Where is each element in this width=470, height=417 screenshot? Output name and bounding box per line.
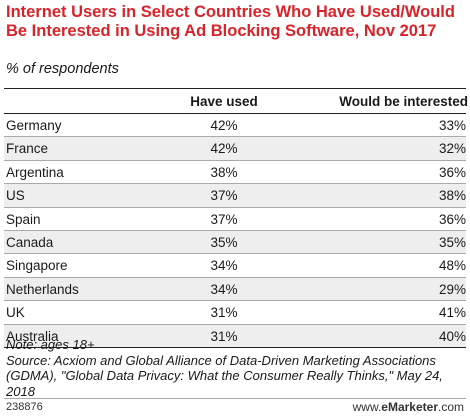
have-used-cell: 31% <box>210 328 238 344</box>
footer-divider <box>4 398 466 399</box>
would-be-interested-cell: 40% <box>438 328 466 344</box>
would-be-interested-cell: 36% <box>438 164 466 180</box>
table-row: Germany 42% 33% <box>4 114 466 138</box>
footnote: Note: ages 18+ Source: Acxiom and Global… <box>6 337 466 399</box>
brand-logo: www.eMarketer.com <box>353 400 464 414</box>
data-table: Have used Would be interested Germany 42%… <box>4 88 468 348</box>
brand-name: eMarketer <box>381 400 438 414</box>
country-cell: Canada <box>6 234 54 250</box>
table-row: Spain 37% 36% <box>4 208 466 231</box>
brand-suffix: .com <box>437 400 464 414</box>
country-cell: Australia <box>6 328 59 344</box>
have-used-cell: 42% <box>210 118 238 133</box>
would-be-interested-cell: 41% <box>438 305 466 321</box>
country-cell: Argentina <box>6 164 64 180</box>
country-cell: UK <box>6 305 25 321</box>
have-used-cell: 35% <box>210 234 238 250</box>
table-row: Argentina 38% 36% <box>4 161 466 185</box>
chart-subtitle: % of respondents <box>6 61 119 77</box>
have-used-cell: 34% <box>210 281 238 297</box>
table-row: Singapore 34% 48% <box>4 254 466 278</box>
have-used-cell: 31% <box>210 305 238 321</box>
table-body: Germany 42% 33% France 42% 32% Argentina 38% 36%… <box>4 114 466 348</box>
would-be-interested-cell: 33% <box>438 118 466 133</box>
table-header: Have used Would be interested <box>4 89 468 114</box>
have-used-cell: 34% <box>210 258 238 274</box>
would-be-interested-cell: 35% <box>438 234 466 250</box>
country-cell: Netherlands <box>6 281 79 297</box>
chart-id: 238876 <box>6 401 43 413</box>
country-cell: France <box>6 141 49 157</box>
would-be-interested-cell: 29% <box>438 281 466 297</box>
table-row: Netherlands 34% 29% <box>4 277 466 302</box>
have-used-cell: 42% <box>210 141 238 157</box>
have-used-cell: 37% <box>210 211 238 227</box>
source-text: Source: Acxiom and Global Alliance of Da… <box>6 352 443 399</box>
have-used-cell: 38% <box>210 164 238 180</box>
have-used-cell: 37% <box>210 188 238 204</box>
country-cell: Singapore <box>6 258 68 274</box>
column-header-would-be-interested: Would be interested <box>339 94 468 109</box>
would-be-interested-cell: 38% <box>438 188 466 204</box>
chart-title: Internet Users in Select Countries Who H… <box>6 3 455 40</box>
table-row: Canada 35% 35% <box>4 230 466 255</box>
table-row: US 37% 38% <box>4 184 466 208</box>
table-row: UK 31% 41% <box>4 301 466 325</box>
country-cell: Germany <box>6 118 62 133</box>
country-cell: US <box>6 188 25 204</box>
brand-prefix: www. <box>352 400 382 414</box>
table-row: Australia 31% 40% <box>4 324 466 348</box>
note-text: Note: ages 18+ <box>6 337 95 352</box>
table-row: France 42% 32% <box>4 137 466 161</box>
would-be-interested-cell: 48% <box>438 258 466 274</box>
would-be-interested-cell: 32% <box>438 141 466 157</box>
would-be-interested-cell: 36% <box>438 211 466 227</box>
country-cell: Spain <box>6 211 41 227</box>
column-header-have-used: Have used <box>190 94 258 109</box>
